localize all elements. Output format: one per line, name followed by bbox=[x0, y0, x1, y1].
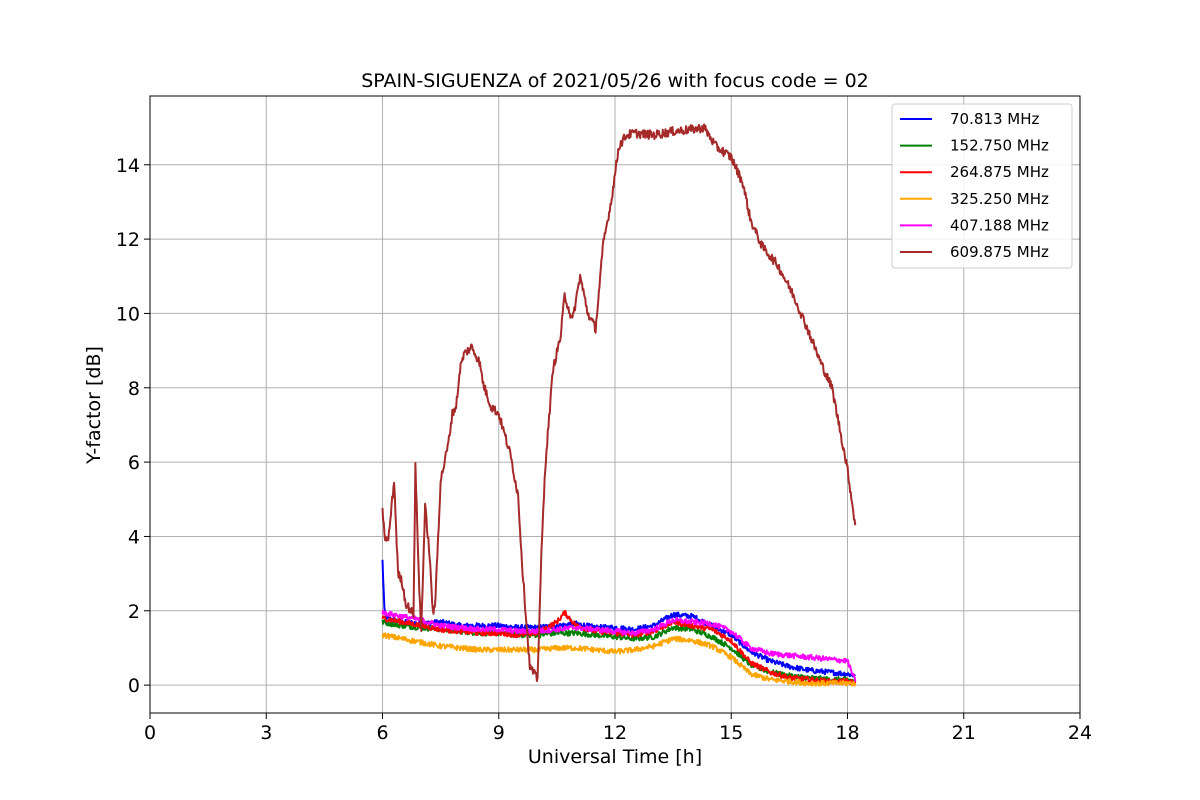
y-tick-label: 4 bbox=[128, 526, 140, 548]
legend-label: 152.750 MHz bbox=[950, 137, 1049, 155]
y-tick-label: 14 bbox=[116, 155, 140, 177]
y-tick-label: 8 bbox=[128, 378, 140, 400]
y-tick-label: 6 bbox=[128, 452, 140, 474]
x-tick-label: 3 bbox=[260, 722, 272, 744]
legend-label: 325.250 MHz bbox=[950, 190, 1049, 208]
x-axis-ticks: 0 3 6 9 12 15 18 21 24 bbox=[144, 713, 1092, 744]
series-lines bbox=[381, 123, 857, 687]
series-line bbox=[381, 123, 857, 683]
legend-label: 407.188 MHz bbox=[950, 216, 1049, 234]
y-axis-ticks: 0 2 4 6 8 10 12 14 bbox=[116, 155, 150, 697]
legend-box bbox=[891, 103, 1073, 269]
y-tick-label: 12 bbox=[116, 229, 140, 251]
series-line bbox=[381, 559, 856, 678]
x-axis-label: Universal Time [h] bbox=[528, 746, 702, 768]
y-tick-label: 10 bbox=[116, 303, 140, 325]
chart-title: SPAIN-SIGUENZA of 2021/05/26 with focus … bbox=[361, 70, 869, 92]
x-tick-label: 0 bbox=[144, 722, 156, 744]
series-line bbox=[381, 632, 857, 687]
legend-label: 70.813 MHz bbox=[950, 110, 1039, 128]
x-tick-label: 9 bbox=[493, 722, 505, 744]
x-tick-label: 6 bbox=[376, 722, 388, 744]
x-tick-label: 24 bbox=[1068, 722, 1092, 744]
series-line bbox=[381, 609, 857, 682]
legend: 70.813 MHz 152.750 MHz 264.875 MHz 325.250 … bbox=[891, 103, 1073, 269]
legend-label: 264.875 MHz bbox=[950, 163, 1049, 181]
x-tick-label: 12 bbox=[603, 722, 627, 744]
legend-label: 609.875 MHz bbox=[950, 243, 1049, 261]
y-tick-label: 2 bbox=[128, 601, 140, 623]
y-tick-label: 0 bbox=[128, 675, 140, 697]
x-tick-label: 15 bbox=[719, 722, 743, 744]
x-tick-label: 18 bbox=[835, 722, 859, 744]
y-axis-label: Y-factor [dB] bbox=[83, 346, 105, 465]
x-tick-label: 21 bbox=[952, 722, 976, 744]
